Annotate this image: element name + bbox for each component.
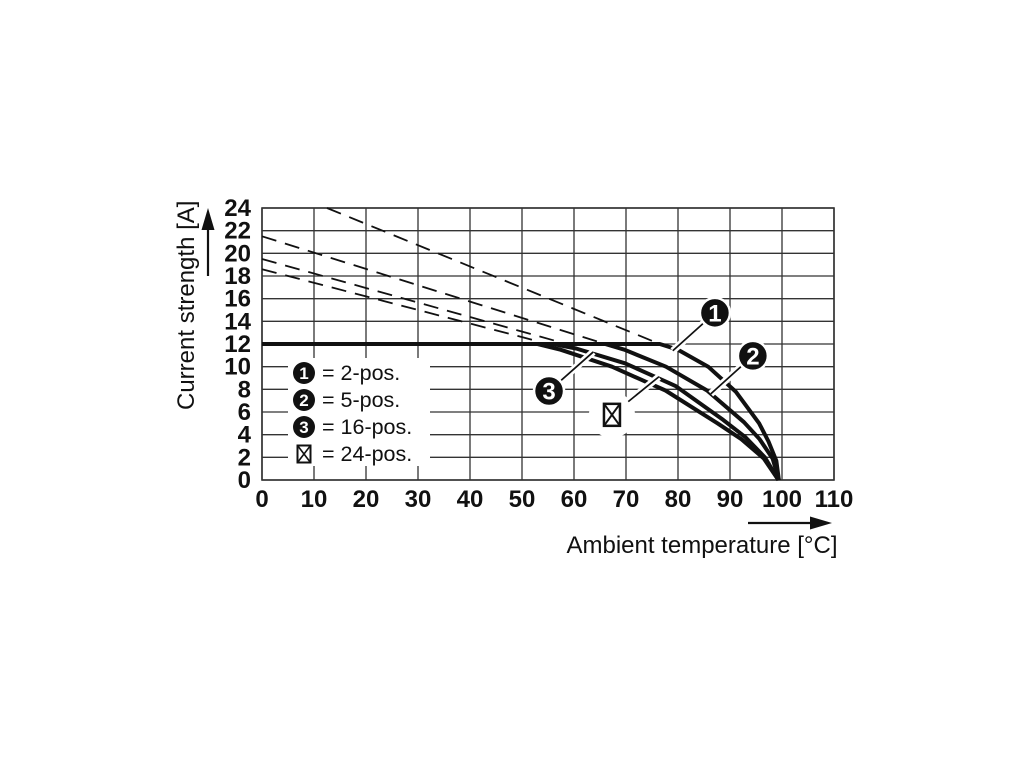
y-tick-label: 24 <box>224 195 251 222</box>
marker-3: 3 <box>532 349 596 408</box>
x-tick-label: 10 <box>301 486 328 513</box>
boxed-x-stroke <box>296 445 312 463</box>
dashed-derating-line <box>261 235 606 345</box>
legend-marker-number: 3 <box>299 418 308 437</box>
arrow-right-icon <box>810 516 832 530</box>
leader-line <box>627 376 660 403</box>
y-tick-label: 10 <box>224 354 251 381</box>
y-tick-label: 18 <box>224 263 251 290</box>
curve-24-pos <box>262 342 781 482</box>
y-tick-label: 8 <box>238 376 251 403</box>
curve-16-pos <box>262 342 781 482</box>
y-tick-label: 16 <box>224 286 251 313</box>
tick-labels: 0 10 20 30 40 50 60 70 80 90 100 110024681012141618… <box>224 195 853 513</box>
y-tick-label: 20 <box>224 240 251 267</box>
y-tick-label: 14 <box>224 308 251 335</box>
y-tick-label: 6 <box>238 399 251 426</box>
legend-label: = 5-pos. <box>322 388 400 412</box>
legend-label: = 24-pos. <box>322 442 412 466</box>
legend-marker-circle <box>293 389 315 411</box>
curve-5-pos <box>262 342 781 481</box>
marker-x-box <box>588 374 661 438</box>
x-tick-label: 110 <box>815 486 854 513</box>
arrow-up-icon <box>201 208 215 230</box>
x-tick-label: 70 <box>613 486 640 513</box>
legend-label: = 16-pos. <box>322 415 412 439</box>
x-tick-label: 90 <box>717 486 744 513</box>
y-axis-arrow <box>201 208 215 276</box>
x-tick-label: 100 <box>762 486 802 513</box>
y-tick-label: 4 <box>238 422 252 449</box>
legend-item: 3 = 16-pos. <box>293 415 412 439</box>
x-tick-label: 80 <box>665 486 692 513</box>
y-tick-label: 0 <box>238 467 251 494</box>
marker-number: 2 <box>746 343 759 370</box>
y-axis-title: Current strength [A] <box>173 201 200 410</box>
curve-markers: 12 3 <box>532 296 770 438</box>
legend-marker-circle <box>293 362 315 384</box>
gridlines <box>261 207 835 481</box>
x-tick-label: 0 <box>255 486 268 513</box>
dashed-derating-line <box>326 207 661 345</box>
y-tick-label: 22 <box>224 218 251 245</box>
series-curves <box>262 342 781 482</box>
legend-item: 1 = 2-pos. <box>293 361 400 385</box>
x-tick-label: 20 <box>353 486 380 513</box>
marker-number: 1 <box>708 300 721 327</box>
y-tick-label: 12 <box>224 331 251 358</box>
marker-circle <box>698 296 732 330</box>
legend-item: = 24-pos. <box>296 442 412 466</box>
marker-2: 2 <box>708 339 770 397</box>
legend-item: 2 = 5-pos. <box>293 388 400 412</box>
boxed-x-stroke <box>603 403 621 427</box>
marker-circle <box>736 339 770 373</box>
dashed-derating-line <box>261 258 559 343</box>
x-axis-title: Ambient temperature [°C] <box>566 532 837 559</box>
curve-2-pos <box>262 342 781 481</box>
x-tick-label: 50 <box>509 486 536 513</box>
legend-marker-number: 2 <box>299 391 308 410</box>
marker-1: 1 <box>670 296 732 354</box>
x-tick-label: 60 <box>561 486 588 513</box>
y-tick-label: 2 <box>238 444 251 471</box>
marker-circle <box>532 374 566 408</box>
legend-marker-number: 1 <box>299 364 308 383</box>
x-tick-label: 30 <box>405 486 432 513</box>
x-tick-label: 40 <box>457 486 484 513</box>
x-axis-arrow <box>748 516 832 530</box>
legend-label: = 2-pos. <box>322 361 400 385</box>
dashed-guides <box>261 207 661 345</box>
legend-marker-circle <box>293 416 315 438</box>
legend: 1 = 2-pos. 2 = 5-pos. 3 = 16-pos. = 24-pos. <box>288 358 430 466</box>
marker-number: 3 <box>542 379 555 406</box>
